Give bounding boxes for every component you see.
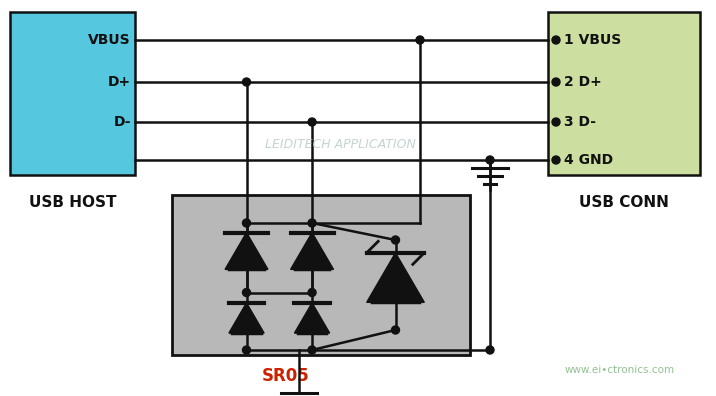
Text: D-: D-: [114, 115, 131, 129]
Text: www.ei•ctronics.com: www.ei•ctronics.com: [565, 365, 675, 375]
Circle shape: [243, 346, 251, 354]
Circle shape: [486, 346, 494, 354]
Text: LEIDITECH APPLICATION: LEIDITECH APPLICATION: [265, 139, 415, 152]
Circle shape: [416, 36, 424, 44]
Polygon shape: [225, 232, 268, 269]
Circle shape: [308, 346, 316, 354]
Polygon shape: [291, 232, 334, 269]
Text: 2 D+: 2 D+: [564, 75, 601, 89]
Bar: [10, 12, 135, 175]
Circle shape: [243, 289, 251, 297]
Text: USB CONN: USB CONN: [579, 195, 669, 210]
Polygon shape: [229, 303, 264, 333]
Text: 1 VBUS: 1 VBUS: [564, 33, 621, 47]
Circle shape: [552, 118, 560, 126]
Circle shape: [308, 118, 316, 126]
Circle shape: [486, 156, 494, 164]
Circle shape: [552, 156, 560, 164]
Circle shape: [308, 289, 316, 297]
Text: 4 GND: 4 GND: [564, 153, 613, 167]
Text: USB HOST: USB HOST: [29, 195, 116, 210]
Text: 3 D-: 3 D-: [564, 115, 596, 129]
Bar: [172, 195, 470, 355]
Circle shape: [243, 78, 251, 86]
Text: SR05: SR05: [261, 367, 309, 385]
Circle shape: [552, 78, 560, 86]
Circle shape: [392, 326, 400, 334]
Polygon shape: [367, 253, 425, 302]
Circle shape: [552, 36, 560, 44]
Polygon shape: [294, 303, 329, 333]
Text: VBUS: VBUS: [88, 33, 131, 47]
Bar: [548, 12, 700, 175]
Circle shape: [243, 219, 251, 227]
Circle shape: [308, 219, 316, 227]
Text: D+: D+: [108, 75, 131, 89]
Circle shape: [392, 236, 400, 244]
